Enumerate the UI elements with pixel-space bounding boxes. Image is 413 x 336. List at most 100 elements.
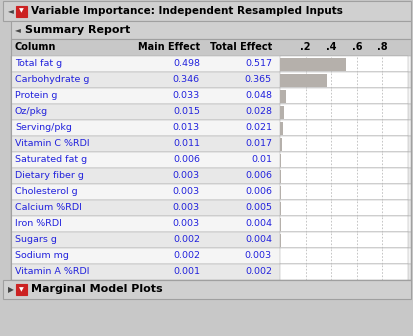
Bar — [279, 232, 407, 248]
Bar — [3, 1, 410, 21]
Bar — [279, 122, 282, 134]
Text: 0.006: 0.006 — [173, 156, 199, 165]
Text: 0.365: 0.365 — [244, 76, 271, 84]
Text: Cholesterol g: Cholesterol g — [15, 187, 78, 197]
Text: 0.011: 0.011 — [173, 139, 199, 149]
Bar — [16, 5, 27, 16]
Bar — [3, 280, 410, 299]
Bar — [279, 136, 407, 152]
Bar — [11, 248, 410, 264]
Text: 0.004: 0.004 — [244, 219, 271, 228]
Text: 0.003: 0.003 — [173, 171, 199, 180]
Bar — [279, 106, 283, 119]
Text: Sodium mg: Sodium mg — [15, 252, 69, 260]
Bar — [279, 264, 407, 280]
Text: ▼: ▼ — [19, 8, 24, 13]
Bar — [279, 137, 282, 151]
Text: Dietary fiber g: Dietary fiber g — [15, 171, 84, 180]
Text: ▶: ▶ — [8, 285, 14, 294]
Bar — [11, 56, 410, 72]
Text: 0.015: 0.015 — [173, 108, 199, 117]
Bar — [11, 72, 410, 88]
Bar — [279, 168, 407, 184]
Text: Variable Importance: Independent Resampled Inputs: Variable Importance: Independent Resampl… — [31, 6, 342, 16]
Text: Oz/pkg: Oz/pkg — [15, 108, 48, 117]
Bar — [11, 152, 410, 168]
Text: 0.003: 0.003 — [173, 187, 199, 197]
Bar — [11, 168, 410, 184]
Bar — [279, 152, 407, 168]
Text: 0.017: 0.017 — [244, 139, 271, 149]
Bar — [16, 284, 27, 295]
Bar — [279, 120, 407, 136]
Text: 0.006: 0.006 — [244, 171, 271, 180]
Bar — [279, 185, 280, 199]
Text: Summary Report: Summary Report — [25, 25, 130, 35]
Bar — [279, 234, 280, 247]
Bar — [11, 200, 410, 216]
Bar — [11, 21, 410, 39]
Text: 0.006: 0.006 — [244, 187, 271, 197]
Bar — [11, 104, 410, 120]
Bar — [279, 248, 407, 264]
Text: ▼: ▼ — [19, 287, 24, 292]
Text: .6: .6 — [351, 42, 361, 52]
Text: 0.517: 0.517 — [244, 59, 271, 69]
Text: Calcium %RDI: Calcium %RDI — [15, 204, 82, 212]
Bar — [11, 216, 410, 232]
Bar — [11, 232, 410, 248]
Bar — [279, 56, 407, 72]
Text: 0.004: 0.004 — [244, 236, 271, 245]
Bar — [279, 217, 280, 230]
Text: 0.013: 0.013 — [173, 124, 199, 132]
Text: .2: .2 — [299, 42, 310, 52]
Text: 0.01: 0.01 — [250, 156, 271, 165]
Bar — [279, 89, 285, 102]
Bar — [279, 104, 407, 120]
Text: 0.003: 0.003 — [173, 204, 199, 212]
Bar — [279, 88, 407, 104]
Text: 0.028: 0.028 — [244, 108, 271, 117]
Text: 0.003: 0.003 — [244, 252, 271, 260]
Bar — [279, 74, 326, 86]
Bar — [279, 202, 280, 214]
Bar — [11, 136, 410, 152]
Text: 0.346: 0.346 — [173, 76, 199, 84]
Text: 0.002: 0.002 — [173, 252, 199, 260]
Bar — [279, 184, 407, 200]
Text: 0.005: 0.005 — [244, 204, 271, 212]
Text: Saturated fat g: Saturated fat g — [15, 156, 87, 165]
Text: 0.048: 0.048 — [244, 91, 271, 100]
Text: Total fat g: Total fat g — [15, 59, 62, 69]
Text: 0.002: 0.002 — [173, 236, 199, 245]
Text: 0.002: 0.002 — [244, 267, 271, 277]
Text: Carbohydrate g: Carbohydrate g — [15, 76, 89, 84]
Text: 0.021: 0.021 — [244, 124, 271, 132]
Text: ◄: ◄ — [15, 26, 21, 35]
Bar — [279, 57, 345, 71]
Text: 0.001: 0.001 — [173, 267, 199, 277]
Text: Total Effect: Total Effect — [209, 42, 271, 52]
Bar — [279, 72, 407, 88]
Text: Marginal Model Plots: Marginal Model Plots — [31, 285, 162, 294]
Text: 0.003: 0.003 — [173, 219, 199, 228]
Text: Vitamin C %RDI: Vitamin C %RDI — [15, 139, 89, 149]
Text: .8: .8 — [376, 42, 387, 52]
Bar — [279, 200, 407, 216]
Bar — [11, 39, 410, 280]
Bar — [11, 264, 410, 280]
Bar — [11, 120, 410, 136]
Text: ◄: ◄ — [8, 6, 14, 15]
Text: Sugars g: Sugars g — [15, 236, 57, 245]
Bar — [11, 88, 410, 104]
Text: 0.033: 0.033 — [172, 91, 199, 100]
Bar — [279, 216, 407, 232]
Text: Iron %RDI: Iron %RDI — [15, 219, 62, 228]
Text: .4: .4 — [325, 42, 336, 52]
Text: Serving/pkg: Serving/pkg — [15, 124, 72, 132]
Bar — [11, 39, 410, 56]
Text: Protein g: Protein g — [15, 91, 57, 100]
Bar — [11, 184, 410, 200]
Bar — [279, 169, 280, 182]
Text: 0.498: 0.498 — [173, 59, 199, 69]
